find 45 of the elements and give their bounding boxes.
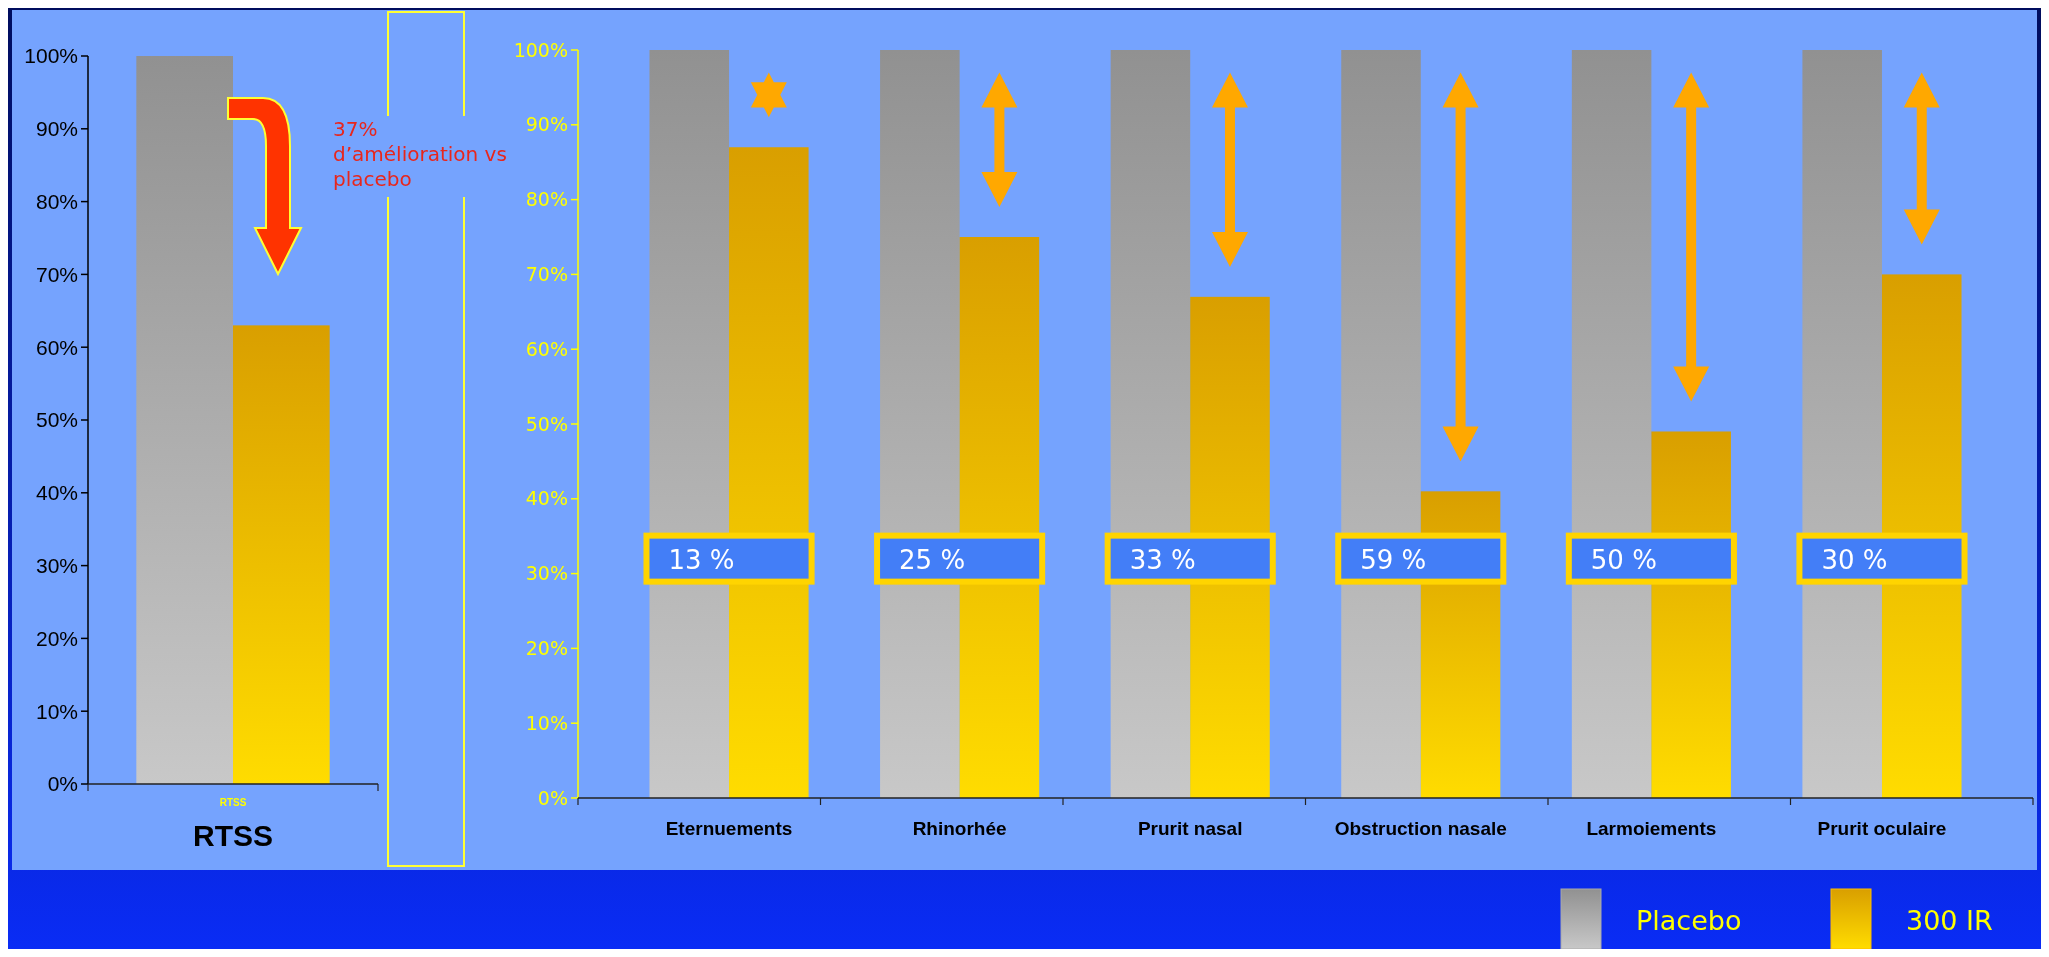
x-axis-title: RTSS xyxy=(219,797,247,808)
y-tick-label: 50% xyxy=(35,408,78,432)
label-box: 30 % xyxy=(1796,532,1968,585)
legend-label: Placebo xyxy=(1636,905,1742,937)
y-tick-label: 90% xyxy=(525,113,568,136)
label-box: 50 % xyxy=(1565,532,1737,585)
y-tick-label: 70% xyxy=(35,262,78,286)
annotation: 59 % xyxy=(1360,544,1427,575)
y-tick-label: 20% xyxy=(35,626,78,650)
label-box: 25 % xyxy=(874,532,1046,585)
y-tick-label: 60% xyxy=(35,335,78,359)
y-tick-label: 70% xyxy=(525,263,568,286)
y-tick-label: 0% xyxy=(537,786,568,809)
y-tick-label: 10% xyxy=(35,699,78,723)
y-tick-label: 60% xyxy=(525,337,568,360)
y-tick-label: 80% xyxy=(35,189,78,213)
label-box: 33 % xyxy=(1104,532,1276,585)
x-tick-label: Eternuements xyxy=(665,818,793,839)
y-tick-label: 30% xyxy=(525,562,568,585)
annotation: 33 % xyxy=(1129,544,1196,575)
label-box: 59 % xyxy=(1335,532,1507,585)
label-box: 13 % xyxy=(643,532,815,585)
y-tick-label: 90% xyxy=(35,117,78,141)
y-tick-label: 100% xyxy=(513,38,568,61)
annotation: 13 % xyxy=(668,544,735,575)
y-tick-label: 10% xyxy=(525,711,568,734)
y-tick-label: 20% xyxy=(525,637,568,660)
x-tick-label: Prurit nasal xyxy=(1137,818,1243,839)
annotation: 25 % xyxy=(899,544,966,575)
annotation: 30 % xyxy=(1821,544,1888,575)
y-tick-label: 100% xyxy=(24,44,78,68)
y-tick-label: 80% xyxy=(525,188,568,211)
annotation: 50 % xyxy=(1590,544,1657,575)
x-tick-label: RTSS xyxy=(192,819,274,852)
x-tick-label: Obstruction nasale xyxy=(1334,818,1507,839)
y-tick-label: 50% xyxy=(525,412,568,435)
y-tick-label: 30% xyxy=(35,553,78,577)
y-tick-label: 40% xyxy=(35,481,78,505)
y-tick-label: 40% xyxy=(525,487,568,510)
y-tick-label: 0% xyxy=(47,772,78,796)
x-tick-label: Larmoiements xyxy=(1586,818,1717,839)
annotation: 37% d’amélioration vs placebo xyxy=(333,117,507,191)
x-tick-label: Prurit oculaire xyxy=(1817,818,1947,839)
legend-label: 300 IR xyxy=(1906,905,1993,937)
x-tick-label: Rhinorhée xyxy=(912,818,1007,839)
